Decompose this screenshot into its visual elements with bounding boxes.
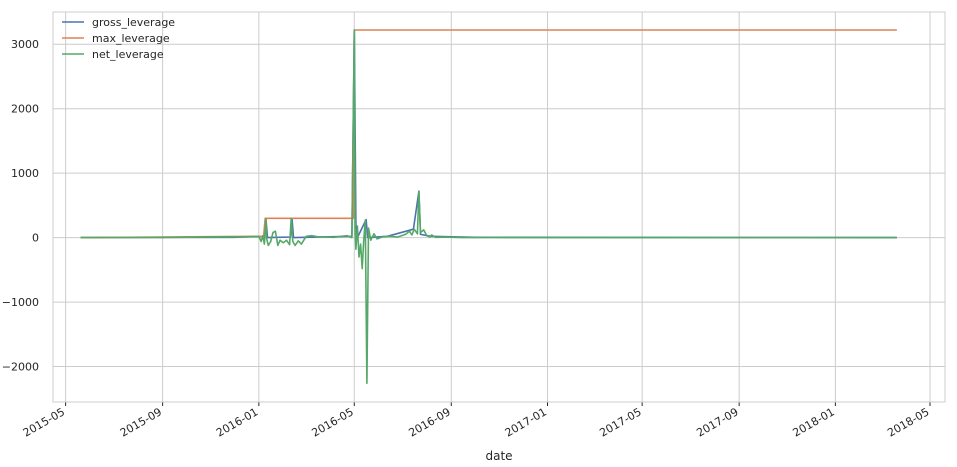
x-tick-label: 2018-05 bbox=[885, 405, 931, 439]
series-line-net-leverage bbox=[80, 29, 897, 385]
series-layer bbox=[80, 29, 897, 385]
x-axis-label: date bbox=[485, 449, 512, 463]
legend-label-max-leverage: max_leverage bbox=[92, 32, 170, 45]
y-tick-label: 1000 bbox=[11, 167, 39, 180]
axis-layer: 2015-05 2015-09 2016-01 2016-05 2016-09 2017-… bbox=[2, 11, 946, 440]
y-tick-label: 0 bbox=[32, 232, 39, 245]
legend: gross_leverage max_leverage net_leverage bbox=[62, 16, 175, 61]
x-tick-label: 2015-05 bbox=[21, 405, 67, 439]
x-tick-label: 2015-09 bbox=[118, 405, 164, 439]
legend-label-net-leverage: net_leverage bbox=[92, 48, 164, 61]
series-line-gross-leverage bbox=[80, 29, 897, 239]
x-tick-label: 2016-01 bbox=[214, 405, 260, 439]
y-tick-label: 2000 bbox=[11, 103, 39, 116]
y-tick-label: 3000 bbox=[11, 38, 39, 51]
x-tick-label: 2017-09 bbox=[694, 405, 740, 439]
legend-label-gross-leverage: gross_leverage bbox=[92, 16, 175, 29]
x-tick-label: 2016-09 bbox=[406, 405, 452, 439]
x-tick-label: 2017-05 bbox=[597, 405, 643, 439]
x-tick-label: 2018-01 bbox=[791, 405, 837, 439]
x-tick-label: 2016-05 bbox=[309, 405, 355, 439]
grid-layer bbox=[53, 12, 945, 402]
series-line-max-leverage bbox=[80, 29, 897, 239]
plot-frame bbox=[52, 11, 946, 403]
y-tick-label: −1000 bbox=[2, 296, 39, 309]
x-tick-label: 2017-01 bbox=[503, 405, 549, 439]
y-tick-label: −2000 bbox=[2, 361, 39, 374]
